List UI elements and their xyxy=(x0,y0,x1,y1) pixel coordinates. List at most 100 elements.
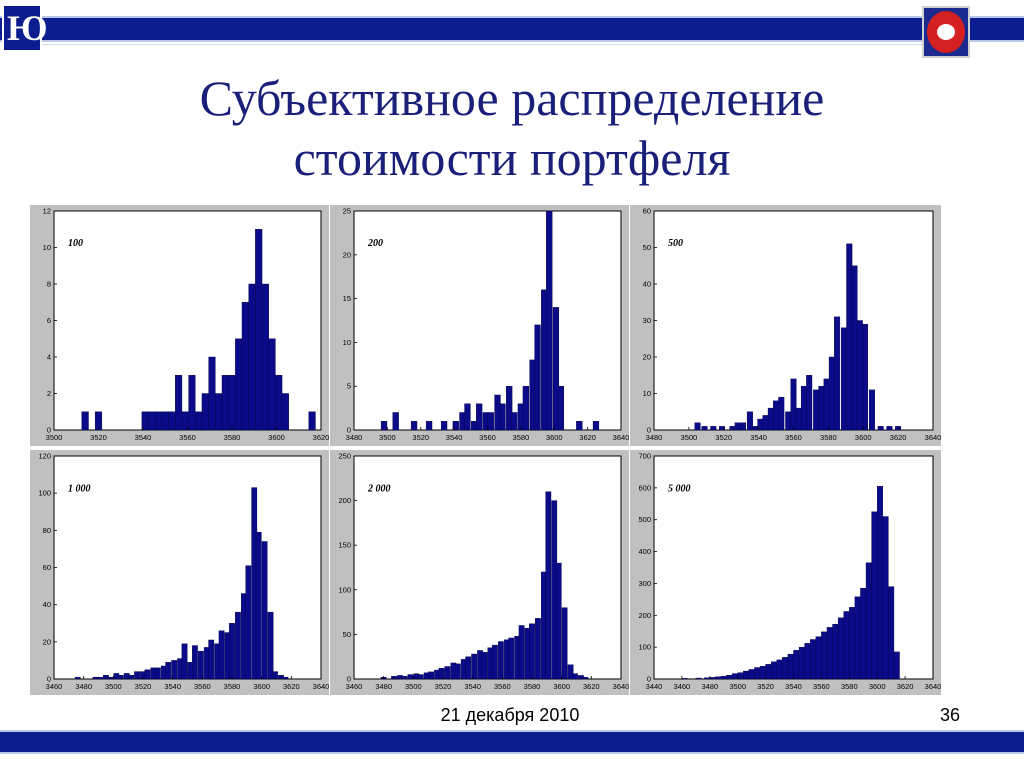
sample-size-label: 1 000 xyxy=(68,484,91,495)
histogram-bar xyxy=(567,664,574,680)
histogram-bar xyxy=(865,562,872,680)
x-tick-label: 3600 xyxy=(253,682,270,691)
x-tick-label: 3620 xyxy=(890,433,907,442)
histogram-bar xyxy=(197,650,204,680)
histogram-bar xyxy=(806,375,813,431)
histogram-bar xyxy=(546,210,553,431)
histogram-5000: 3440 3460 3480 3500 3520 3540 3560 3580 3600 3620… xyxy=(630,450,941,695)
histogram-bar xyxy=(734,422,741,431)
histogram-bar xyxy=(208,639,215,680)
x-tick-label: 3480 xyxy=(346,433,363,442)
x-tick-label: 3500 xyxy=(681,433,698,442)
histogram-bar xyxy=(849,607,856,680)
histogram-bar xyxy=(823,378,830,431)
x-tick-label: 3600 xyxy=(268,433,285,442)
histogram-500: 3480 3500 3520 3540 3560 3580 3600 3620 3640 0 10 2… xyxy=(630,205,941,446)
histogram-bar xyxy=(704,677,711,680)
histogram-bar xyxy=(165,662,172,680)
histogram-bar xyxy=(731,673,738,680)
x-tick-label: 3460 xyxy=(46,682,63,691)
x-tick-label: 3560 xyxy=(785,433,802,442)
histogram-bar xyxy=(471,653,478,680)
histogram-bar xyxy=(464,403,471,431)
histogram-bar xyxy=(481,652,488,680)
y-tick-label: 6 xyxy=(47,316,51,325)
histogram-svg-5: 3440 3460 3480 3500 3520 3540 3560 3580 3600 3620… xyxy=(638,452,941,692)
y-tick-label: 0 xyxy=(347,426,351,435)
y-tick-label: 150 xyxy=(338,541,351,550)
y-tick-label: 200 xyxy=(338,496,351,505)
histogram-bar xyxy=(529,623,535,680)
histogram-bar xyxy=(886,426,893,431)
footer-date: 21 декабря 2010 xyxy=(440,705,580,725)
histogram-bar xyxy=(245,565,252,680)
y-tick-label: 20 xyxy=(43,637,51,646)
histogram-bar xyxy=(440,421,448,431)
histogram-bar xyxy=(815,636,822,680)
histogram-bar xyxy=(407,674,414,680)
histogram-bar xyxy=(778,396,785,431)
histogram-bar xyxy=(208,356,216,431)
x-tick-label: 3480 xyxy=(701,682,718,691)
histogram-bar xyxy=(752,426,759,431)
x-tick-label: 3460 xyxy=(674,682,691,691)
x-tick-label: 3580 xyxy=(524,682,541,691)
histogram-bar xyxy=(832,624,839,680)
histogram-1000: 3460 3480 3500 3520 3540 3560 3580 3600 3620 3640… xyxy=(30,450,329,695)
histogram-bar xyxy=(425,421,433,431)
histogram-bar xyxy=(726,674,733,680)
histogram-bar xyxy=(582,677,589,680)
y-tick-label: 60 xyxy=(43,563,51,572)
histogram-svg-0: 3500 3520 3540 3560 3580 3600 3620 0 2 4 6 8 10 12 100 xyxy=(43,207,329,443)
x-tick-label: 3440 xyxy=(646,682,663,691)
ferm-lab-logo xyxy=(922,6,970,58)
histogram-bar xyxy=(391,676,397,680)
page-number: 36 xyxy=(939,705,961,725)
histogram-bar xyxy=(454,663,461,680)
y-tick-label: 50 xyxy=(643,243,651,252)
histogram-bar xyxy=(155,411,163,431)
x-tick-label: 3600 xyxy=(869,682,886,691)
y-tick-label: 8 xyxy=(47,280,51,289)
sample-size-label: 200 xyxy=(367,238,383,249)
slide-title-line2: стоимости портфеля xyxy=(293,130,731,186)
histogram-bar xyxy=(401,676,408,680)
x-tick-label: 3500 xyxy=(379,433,396,442)
y-tick-label: 10 xyxy=(343,338,351,347)
y-tick-label: 20 xyxy=(343,250,351,259)
histogram-bar xyxy=(861,323,868,431)
x-tick-label: 3460 xyxy=(346,682,363,691)
histogram-bar xyxy=(380,421,388,431)
histogram-bar xyxy=(800,385,807,431)
x-tick-label: 3640 xyxy=(925,682,941,691)
y-tick-label: 0 xyxy=(47,675,51,684)
histogram-bar xyxy=(720,675,727,680)
histogram-bar xyxy=(681,678,688,680)
x-tick-label: 3520 xyxy=(135,682,152,691)
x-tick-label: 3600 xyxy=(855,433,872,442)
histogram-bar xyxy=(506,385,513,431)
histogram-bar xyxy=(843,611,850,680)
histogram-bar xyxy=(497,641,504,680)
histogram-bar xyxy=(695,677,702,680)
histogram-bar xyxy=(804,643,811,680)
histogram-bar xyxy=(492,644,498,680)
histogram-bar xyxy=(776,659,783,680)
histogram-bar xyxy=(235,338,243,431)
y-tick-label: 80 xyxy=(43,526,51,535)
histogram-bar xyxy=(856,320,863,431)
histogram-bar xyxy=(444,666,451,680)
histogram-bar xyxy=(215,393,223,431)
x-tick-label: 3540 xyxy=(785,682,802,691)
y-tick-label: 40 xyxy=(43,600,51,609)
y-tick-label: 600 xyxy=(638,483,651,492)
histogram-bar xyxy=(522,385,530,431)
histogram-bar xyxy=(759,666,766,680)
histogram-bar xyxy=(834,316,841,431)
y-tick-label: 2 xyxy=(47,389,51,398)
y-tick-label: 0 xyxy=(647,426,651,435)
y-tick-label: 100 xyxy=(338,585,351,594)
y-tick-label: 0 xyxy=(647,675,651,684)
histogram-bar xyxy=(795,407,802,431)
histogram-bar xyxy=(592,421,600,431)
